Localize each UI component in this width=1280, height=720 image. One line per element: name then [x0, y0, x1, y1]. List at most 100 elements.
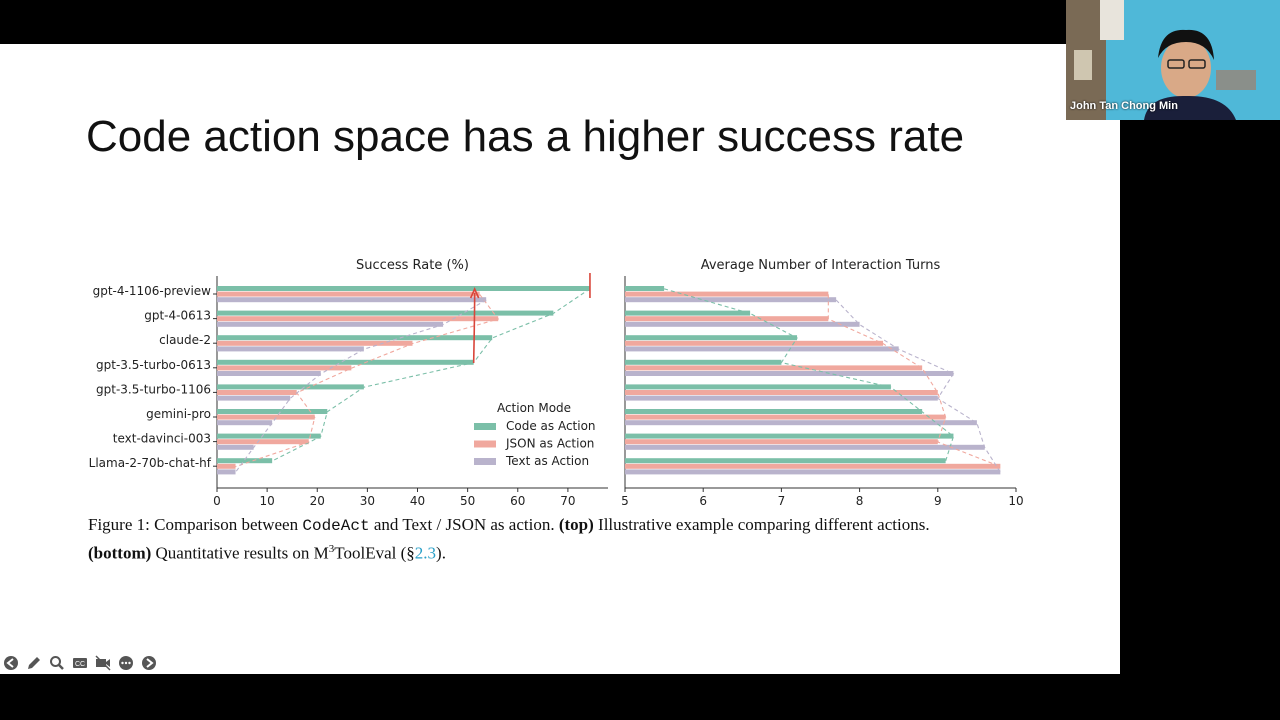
caption-superscript: 3: [328, 543, 335, 555]
annotation-arrow: [472, 292, 476, 364]
bar: [217, 439, 309, 445]
bar: [217, 310, 554, 316]
chart-title: Average Number of Interaction Turns: [701, 258, 941, 273]
captions-icon[interactable]: CC: [71, 654, 89, 672]
zoom-icon[interactable]: [48, 654, 66, 672]
bar: [625, 291, 829, 297]
x-tick-label: 7: [778, 494, 786, 508]
bar: [625, 346, 899, 352]
legend-label: Code as Action: [506, 419, 596, 433]
x-tick-label: 50: [460, 494, 475, 508]
bar: [625, 444, 985, 450]
svg-text:CC: CC: [75, 661, 85, 668]
bar: [217, 420, 273, 426]
category-label: gpt-4-0613: [144, 309, 211, 323]
caption-text: Illustrative example comparing different…: [593, 515, 930, 534]
x-tick-label: 10: [259, 494, 274, 508]
more-icon[interactable]: [117, 654, 135, 672]
legend-label: JSON as Action: [505, 437, 594, 451]
caption-code-term: CodeAct: [302, 517, 370, 535]
bar: [217, 469, 236, 475]
arrow-right-icon[interactable]: [140, 654, 158, 672]
presentation-toolbar: CC: [2, 654, 158, 672]
series-trend-line: [271, 288, 591, 462]
bar: [217, 297, 487, 303]
bar: [625, 310, 751, 316]
bar: [625, 340, 884, 346]
bar: [625, 463, 1001, 469]
caption-text: Figure 1: Comparison between: [88, 515, 303, 534]
participant-video[interactable]: John Tan Chong Min: [1066, 0, 1280, 120]
bar: [217, 365, 352, 371]
bar: [217, 316, 499, 322]
category-label: Llama-2-70b-chat-hf: [89, 456, 212, 470]
bar: [625, 297, 837, 303]
chart-title: Success Rate (%): [356, 258, 469, 273]
figure-caption: Figure 1: Comparison between CodeAct and…: [88, 513, 1048, 565]
bar: [217, 395, 291, 401]
bar: [217, 340, 413, 346]
bar: [217, 463, 236, 469]
annotation-arrowhead: [469, 287, 480, 299]
x-tick-label: 0: [213, 494, 221, 508]
x-tick-label: 60: [510, 494, 525, 508]
bar: [217, 384, 364, 390]
bar: [625, 414, 946, 420]
bar: [217, 321, 444, 327]
bar: [217, 414, 315, 420]
category-label: claude-2: [159, 333, 211, 347]
category-label: text-davinci-003: [113, 432, 211, 446]
legend-swatch: [474, 458, 496, 465]
caption-text: ).: [436, 543, 446, 563]
category-label: gpt-4-1106-preview: [93, 284, 212, 298]
legend-swatch: [474, 423, 496, 430]
caption-text: Quantitative results on M: [151, 543, 329, 563]
video-off-icon[interactable]: [94, 654, 112, 672]
bar: [625, 335, 798, 341]
series-trend-line: [835, 299, 1001, 473]
bar: [217, 444, 254, 450]
x-tick-label: 8: [856, 494, 864, 508]
caption-bottom-label: (bottom): [88, 543, 152, 563]
category-label: gpt-3.5-turbo-1106: [96, 382, 211, 396]
bar: [625, 469, 1001, 475]
caption-top-label: (top): [558, 515, 594, 534]
bar: [625, 371, 954, 376]
bar: [625, 409, 923, 414]
x-tick-label: 10: [1008, 494, 1023, 508]
bar: [217, 291, 480, 297]
x-tick-label: 5: [621, 494, 629, 508]
bar: [217, 458, 273, 464]
slide-title: Code action space has a higher success r…: [86, 112, 965, 161]
figure-charts: Success Rate (%) 0 10 20 30 40 50 60 70 gpt-4-110…: [89, 258, 1024, 508]
x-tick-label: 6: [699, 494, 707, 508]
bar: [217, 335, 493, 341]
bar: [625, 458, 946, 464]
caption-text: ToolEval (§: [334, 543, 415, 563]
legend-label: Text as Action: [505, 454, 589, 468]
x-tick-label: 9: [934, 494, 942, 508]
bar: [217, 286, 590, 291]
bar: [217, 346, 364, 352]
bar: [625, 439, 938, 445]
bar: [625, 420, 977, 426]
bar: [217, 433, 321, 439]
video-feed-image: [1066, 0, 1280, 120]
series-trend-line: [663, 288, 955, 462]
bar: [625, 359, 782, 365]
bar: [625, 433, 954, 439]
pencil-icon[interactable]: [25, 654, 43, 672]
x-tick-label: 20: [310, 494, 325, 508]
bar: [625, 395, 938, 401]
legend-swatch: [474, 440, 496, 448]
bar: [625, 365, 923, 371]
category-label: gemini-pro: [146, 407, 211, 421]
bar: [217, 390, 297, 395]
series-trend-line: [235, 299, 487, 473]
x-tick-label: 40: [410, 494, 425, 508]
caption-citation-link[interactable]: 2.3: [414, 543, 437, 563]
series-trend-line: [235, 294, 500, 468]
bar: [625, 321, 860, 327]
category-label: gpt-3.5-turbo-0613: [96, 358, 211, 372]
arrow-left-icon[interactable]: [2, 654, 20, 672]
